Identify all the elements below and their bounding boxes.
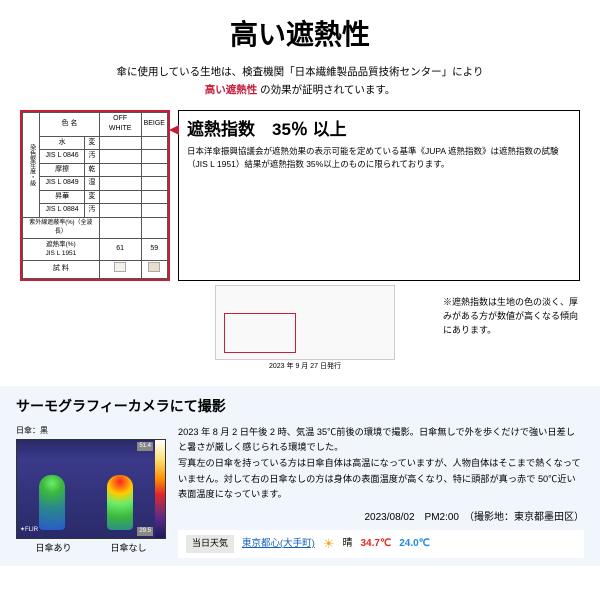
arrow-icon	[169, 125, 179, 135]
thermal-image: 51.4 29.5 ✦FLIR	[16, 439, 166, 539]
weather-location: 東京都心(大手町)	[242, 536, 315, 552]
sun-icon: ☀	[323, 533, 335, 555]
test-result-table: 染色堅牢度・級色 名OFF WHITEBEIGE 水変 JIS L 0846汚 …	[20, 110, 170, 281]
thermo-captions: 日傘あり日傘なし	[16, 542, 166, 556]
page-title: 高い遮熱性	[20, 14, 580, 56]
certificate-image: 2023 年 9 月 27 日発行	[175, 285, 435, 370]
timestamp: 2023/08/02 PM2:00 （撮影地：東京都墨田区）	[178, 509, 584, 526]
index-body: 日本洋傘振興協議会が遮熱効果の表示可能を定めている基準《JUPA 遮熱指数》は遮…	[187, 145, 571, 171]
temp-scale	[155, 440, 165, 538]
thermo-title: サーモグラフィーカメラにて撮影	[16, 396, 584, 417]
person-with-umbrella	[39, 475, 65, 530]
swatch-offwhite	[114, 262, 126, 272]
weather-row: 当日天気 東京都心(大手町) ☀ 晴 34.7℃ 24.0℃	[178, 530, 584, 558]
intro-text: 傘に使用している生地は、検査機関「日本繊維製品品質技術センター」により 高い遮熱…	[20, 64, 580, 100]
swatch-beige	[148, 262, 160, 272]
index-title: 遮熱指数 35％ 以上	[187, 117, 571, 143]
certificate-note: ※遮熱指数は生地の色の淡く、厚みがある方が数値が高くなる傾向にあります。	[443, 285, 580, 338]
thermo-description: 2023 年 8 月 2 日午後 2 時、気温 35℃前後の環境で撮影。日傘無し…	[178, 425, 584, 558]
person-without-umbrella	[107, 475, 133, 530]
heat-index-box: 遮熱指数 35％ 以上 日本洋傘振興協議会が遮熱効果の表示可能を定めている基準《…	[178, 110, 580, 281]
thermo-label: 日傘：黒	[16, 425, 166, 437]
